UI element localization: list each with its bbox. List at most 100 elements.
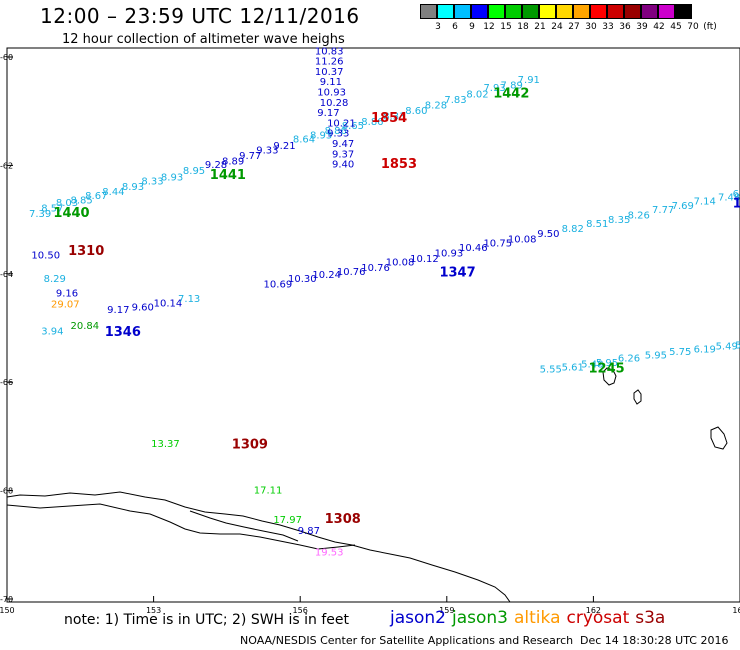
wave-height-label: 8.35 [608, 215, 630, 226]
wave-height-label: 8.93 [122, 182, 144, 193]
wave-height-label: 8.33 [383, 111, 405, 122]
wave-height-label: 8.95 [183, 166, 205, 177]
island-2 [633, 389, 642, 405]
island-3 [710, 426, 728, 450]
scale-swatch [607, 4, 624, 19]
wave-height-label: 8.64 [293, 135, 315, 146]
scale-label: 6 [452, 22, 458, 32]
lon-label: 153 [146, 606, 161, 615]
wave-height-label: 5.95 [596, 358, 618, 369]
wave-height-label: 10.08 [386, 258, 415, 269]
wave-height-label: 10.93 [317, 87, 346, 98]
pass-time-label: 1309 [232, 437, 268, 452]
wave-height-label: 6.26 [618, 354, 640, 365]
wave-height-label: 5.64 [735, 341, 740, 352]
wave-height-label: 8.67 [85, 191, 107, 202]
wave-height-label: 8.89 [222, 156, 244, 167]
scale-swatch [437, 4, 454, 19]
pass-time-label: 1308 [325, 512, 361, 527]
credit-text: NOAA/NESDIS Center for Satellite Applica… [240, 634, 574, 647]
scale-label: 42 [653, 22, 665, 32]
wave-height-label: 9.50 [537, 229, 559, 240]
wave-height-label: 9.47 [332, 139, 354, 150]
wave-height-label: 8.57 [41, 203, 63, 214]
wave-height-label: 10.46 [459, 243, 488, 254]
pass-time-label: 1346 [105, 325, 141, 340]
wave-height-label: 10.21 [327, 118, 356, 129]
scale-label: 30 [585, 22, 597, 32]
wave-height-label: 8.33 [141, 176, 163, 187]
wave-height-label: 11.26 [315, 57, 344, 68]
scale-label: 39 [636, 22, 648, 32]
wave-height-label: 8.60 [405, 106, 427, 117]
wave-height-label: 7.13 [178, 294, 200, 305]
wave-height-label: 10.93 [435, 248, 464, 259]
wave-height-label: 19.53 [315, 548, 344, 559]
wave-height-label: 10.83 [315, 46, 344, 57]
wave-height-label: 7.14 [694, 196, 716, 207]
scale-label: 45 [670, 22, 682, 32]
wave-height-label: 6.85 [733, 189, 740, 200]
wave-height-label: 10.69 [264, 279, 293, 290]
scale-swatch [420, 4, 437, 19]
map-title: 12:00 – 23:59 UTC 12/11/2016 [40, 4, 360, 28]
lat-label: -62 [0, 161, 13, 170]
pass-time-label: 1347 [439, 266, 475, 281]
wave-height-label: 7.91 [518, 75, 540, 86]
wave-height-label: 5.75 [669, 347, 691, 358]
wave-height-label: 10.08 [508, 234, 537, 245]
wave-height-label: 8.26 [628, 211, 650, 222]
wave-height-label: 7.89 [501, 80, 523, 91]
coastline [6, 367, 728, 603]
wave-height-label: 8.93 [310, 130, 332, 141]
wave-height-label: 8.03 [56, 198, 78, 209]
wave-height-label: 6.19 [694, 344, 716, 355]
pass-time-label: 1310 [68, 244, 104, 259]
scale-label: 27 [568, 22, 580, 32]
wave-height-label: 8.93 [161, 173, 183, 184]
scale-label: 70 [687, 22, 699, 32]
wave-height-label: 7.39 [29, 209, 51, 220]
satellite-legend: jason2 jason3 altika cryosat s3a [390, 608, 671, 628]
wave-height-label: 9.21 [273, 141, 295, 152]
wave-height-label: 9.87 [298, 526, 320, 537]
lat-label: -60 [0, 53, 13, 62]
scale-swatch [624, 4, 641, 19]
map-subtitle: 12 hour collection of altimeter wave hei… [62, 32, 345, 47]
wave-height-label: 8.65 [342, 121, 364, 132]
scale-label: 21 [534, 22, 546, 32]
island-1 [602, 367, 617, 386]
scale-label: 36 [619, 22, 631, 32]
wave-height-label: 8.29 [44, 274, 66, 285]
scale-label: 9 [469, 22, 475, 32]
pass-time-label: 1854 [371, 111, 407, 126]
map-frame [6, 47, 740, 603]
legend-s3a: s3a [635, 608, 666, 628]
scale-swatch [522, 4, 539, 19]
wave-height-label: 7.83 [444, 95, 466, 106]
scale-label: 24 [551, 22, 563, 32]
scale-label: 18 [517, 22, 529, 32]
coastal-inlet [6, 503, 356, 550]
wave-height-label: 8.82 [562, 224, 584, 235]
wave-height-label: 7.93 [483, 83, 505, 94]
legend-altika: altika [514, 608, 561, 628]
coastal-inlet-inner [189, 510, 299, 542]
scale-swatch [488, 4, 505, 19]
wave-height-label: 10.28 [320, 98, 349, 109]
wave-height-label: 10.12 [410, 254, 439, 265]
wave-height-label: 7.77 [652, 205, 674, 216]
scale-swatch [539, 4, 556, 19]
wave-height-label: 8.28 [425, 100, 447, 111]
wave-height-label: 5.48 [581, 360, 603, 371]
pass-time-label: 1853 [381, 157, 417, 172]
wave-height-label: 8.86 [325, 126, 347, 137]
wave-height-label: 10.14 [154, 298, 183, 309]
wave-height-label: 7.69 [672, 201, 694, 212]
scale-swatch [573, 4, 590, 19]
wave-height-label: 3.94 [41, 327, 63, 338]
legend-jason3: jason3 [452, 608, 508, 628]
wave-height-label: 10.37 [315, 67, 344, 78]
pass-time-label: 1245 [589, 361, 625, 376]
